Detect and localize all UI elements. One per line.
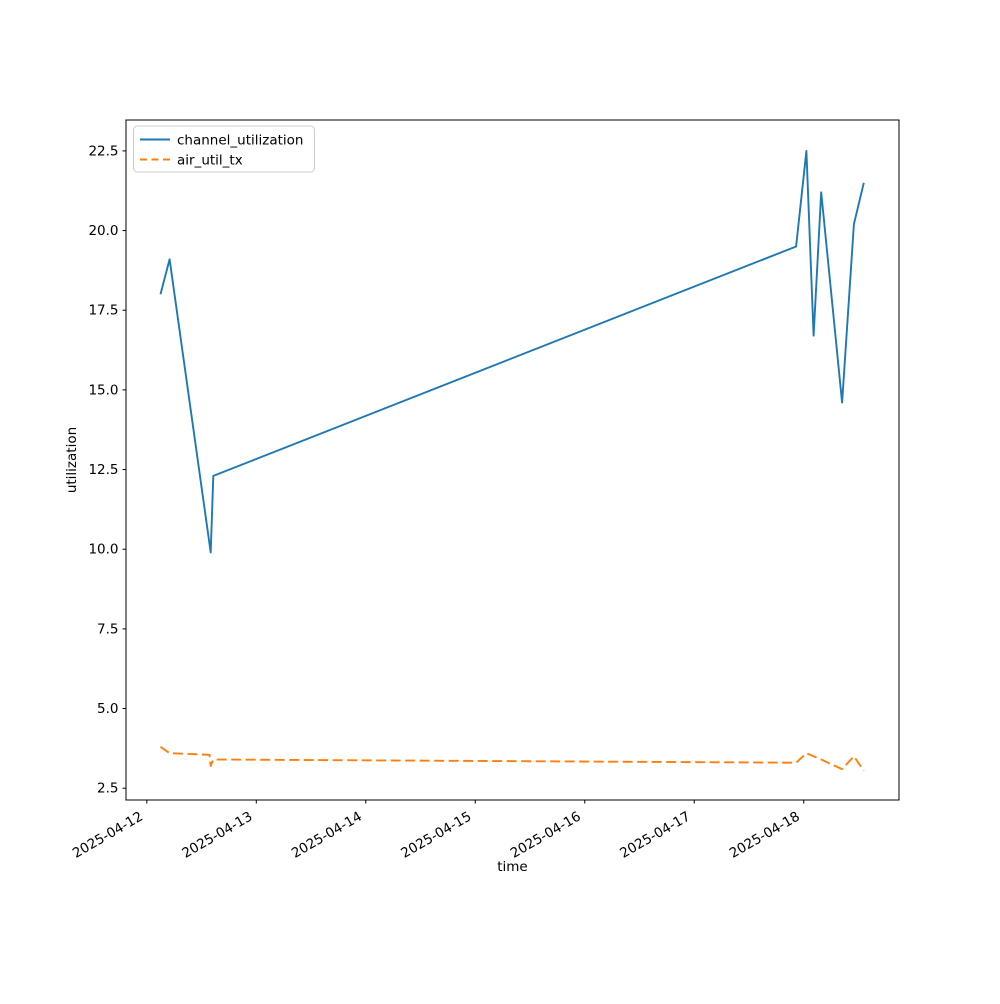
x-tick-label: 2025-04-16	[508, 809, 584, 862]
y-tick-label: 10.0	[88, 542, 118, 558]
y-tick-label: 20.0	[88, 223, 118, 239]
x-tick-label: 2025-04-18	[727, 809, 803, 862]
series-line-channel_utilization	[159, 149, 865, 554]
y-tick-label: 15.0	[88, 382, 118, 398]
x-tick-label: 2025-04-17	[617, 809, 693, 862]
series-group	[159, 149, 865, 772]
x-tick-label: 2025-04-13	[179, 809, 255, 862]
x-axis-label: time	[497, 859, 528, 875]
legend-box	[133, 125, 315, 173]
axes: 2.5 5.0 7.5 10.0 12.5 15.0 17.5 20.0 22.5 2025-04…	[70, 119, 900, 862]
y-tick-label: 5.0	[97, 701, 118, 717]
y-tick-label: 17.5	[88, 303, 118, 319]
legend: channel_utilization air_util_tx	[133, 125, 315, 173]
y-tick-label: 12.5	[88, 462, 118, 478]
x-tick-label: 2025-04-12	[70, 809, 146, 862]
y-tick-label: 22.5	[88, 143, 118, 159]
x-tick-label: 2025-04-14	[289, 809, 365, 862]
legend-label-channel-utilization: channel_utilization	[177, 133, 304, 149]
legend-label-air-util-tx: air_util_tx	[177, 153, 243, 169]
y-tick-label: 2.5	[97, 781, 118, 797]
series-line-air_util_tx	[159, 746, 865, 772]
x-tick-label: 2025-04-15	[398, 809, 474, 862]
y-axis-label: utilization	[64, 427, 80, 493]
y-tick-label: 7.5	[97, 621, 118, 637]
plot-border	[125, 119, 900, 801]
